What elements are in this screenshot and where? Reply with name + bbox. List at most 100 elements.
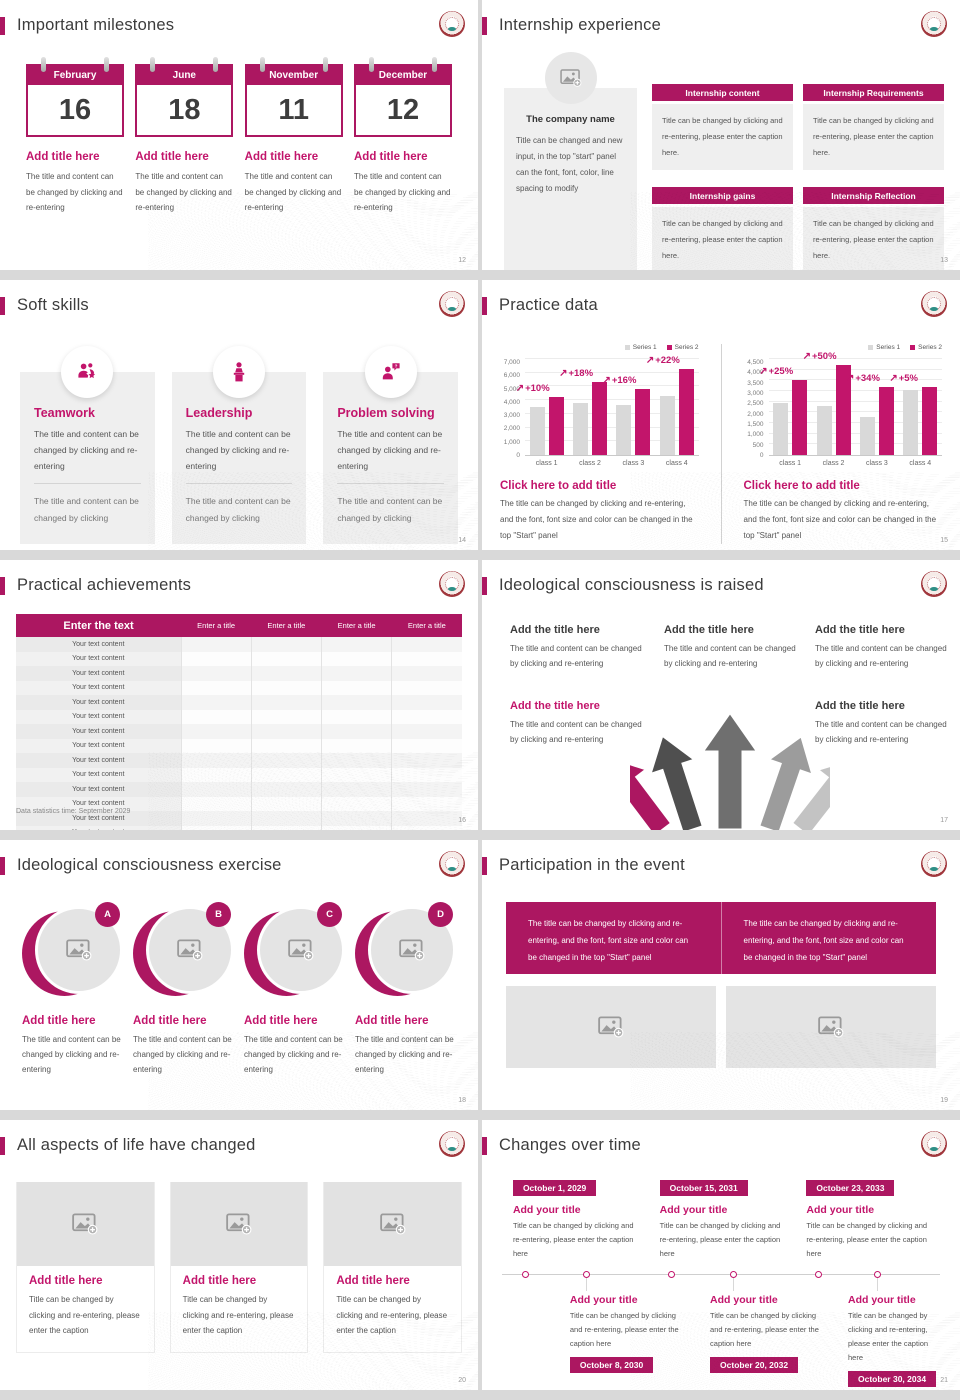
card-text: Title can be changed by clicking and re-… (29, 1295, 140, 1336)
table-header-cell: Enter a title (181, 614, 252, 637)
empty-cell (321, 680, 393, 695)
table-row: Your text content (16, 738, 462, 753)
item-title: Add title here (22, 1015, 96, 1027)
legend-swatch (624, 344, 630, 350)
slide-title: Ideological consciousness exercise (17, 856, 282, 874)
timeline-item-top: October 1, 2029 Add your title Title can… (512, 1178, 636, 1261)
company-description: Title can be changed and new input, in t… (516, 136, 623, 193)
row-label-cell: Your text content (16, 782, 182, 797)
gridline (768, 379, 942, 381)
bar-series-1 (859, 416, 875, 455)
y-tick-label: 2,000 (503, 425, 520, 433)
empty-cell (181, 753, 252, 768)
y-tick-label: 1,000 (747, 431, 764, 439)
row-label-cell: Your text content (16, 709, 182, 724)
card-body: Add title here Title can be changed by c… (324, 1266, 461, 1352)
gridline (768, 432, 942, 434)
empty-cell (391, 651, 462, 666)
empty-cell (391, 666, 462, 681)
skill-body-2: The title and content can be changed by … (337, 496, 443, 523)
date-badge: October 8, 2030 (569, 1356, 654, 1373)
empty-cell (321, 738, 393, 753)
slide-practical-achievements: Practical achievements Enter the text En… (0, 560, 478, 830)
increase-arrow-icon: ↗ (602, 375, 611, 387)
table-row: Your text content (16, 825, 462, 830)
skill-title: Problem solving (337, 406, 435, 420)
empty-cell (181, 811, 252, 826)
timeline-node (521, 1271, 529, 1278)
table-header-main: Enter the text (16, 614, 182, 637)
charts-row: Series 1 Series 2 7,000 6,000 5,000 4,000 3,0… (500, 344, 942, 544)
empty-cell (391, 695, 462, 710)
divider (185, 483, 293, 485)
skills-row: Teamwork The title and content can be ch… (20, 346, 459, 544)
timeline-item-top: October 15, 2031 Add your title Title ca… (659, 1178, 783, 1261)
slide-title: Practice data (499, 296, 598, 314)
gridline (525, 440, 699, 442)
empty-cell (181, 695, 252, 710)
gridline (525, 426, 699, 428)
slide-title: Participation in the event (499, 856, 685, 874)
letter-badge: D (428, 902, 453, 927)
increase-arrow-icon: ↗ (645, 355, 655, 367)
skill-title: Teamwork (34, 406, 95, 420)
image-placeholder-icon (399, 939, 425, 961)
item-body: Title can be changed by clicking and re-… (710, 1311, 819, 1348)
calendar-ring-icon (213, 57, 219, 72)
circle-item: B Add title here The title and content c… (133, 902, 234, 1078)
school-badge-logo (439, 571, 465, 597)
event-images (506, 986, 936, 1068)
bar-group: ↗+50% (803, 352, 851, 455)
slide-title: Changes over time (499, 1136, 641, 1154)
bar-group: ↗+34% (846, 359, 894, 455)
internship-box: Internship gains Title can be changed by… (652, 187, 793, 270)
item-title: Add your title (710, 1294, 778, 1306)
title-accent-bar (482, 1136, 487, 1155)
card-title: Add title here (336, 1275, 410, 1287)
y-tick-label: 500 (752, 441, 764, 449)
skill-title: Leadership (185, 406, 253, 420)
slide-title: All aspects of life have changed (17, 1136, 256, 1154)
calendar-icon: November 11 (244, 57, 343, 137)
y-tick-label: 0 (759, 451, 764, 459)
slide-title-block: Practice data (482, 296, 598, 315)
increase-annotation: ↗+16% (602, 375, 637, 387)
title-accent-bar (482, 576, 487, 595)
empty-cell (181, 767, 252, 782)
row-label-cell: Your text content (16, 825, 182, 830)
y-tick-label: 2,000 (747, 410, 764, 418)
empty-cell (181, 738, 252, 753)
image-placeholder-icon (66, 939, 92, 961)
item-title: Add your title (569, 1294, 638, 1306)
block-title: Add the title here (510, 624, 600, 636)
empty-cell (321, 651, 393, 666)
increase-annotation: ↗+25% (759, 366, 794, 378)
calendar-ring-icon (431, 57, 437, 72)
bar-series-2 (678, 369, 694, 455)
page-number: 13 (940, 257, 948, 264)
table-row: Your text content (16, 767, 462, 782)
empty-cell (391, 782, 462, 797)
y-tick-label: 3,000 (503, 412, 520, 420)
image-placeholder-icon (288, 939, 314, 961)
slide-title-block: Changes over time (482, 1136, 641, 1155)
skill-body-2: The title and content can be changed by … (185, 496, 291, 523)
bar-series-1 (616, 404, 632, 455)
table-row: Your text content (16, 666, 462, 681)
slide-ideological-raised: Ideological consciousness is raised Add … (482, 560, 960, 830)
image-circle: A (22, 902, 123, 1002)
chart-caption-body: The title can be changed by clicking and… (500, 499, 693, 540)
y-tick-label: 6,000 (503, 372, 520, 380)
item-title: Add title here (355, 1015, 429, 1027)
item-body: The title and content can be changed by … (244, 172, 342, 213)
chart-plot: ↗+10% ↗+18% ↗+16% ↗+22% (516, 356, 699, 456)
bar-series-2 (592, 382, 608, 455)
y-tick-label: 4,500 (747, 359, 764, 366)
chart-legend: Series 1 Series 2 (744, 344, 942, 356)
table-header: Enter the text Enter a title Enter a tit… (16, 614, 462, 637)
table-row: Your text content (16, 637, 462, 652)
milestone-item: November 11 Add title here The title and… (244, 57, 343, 216)
item-body: The title and content can be changed by … (353, 172, 451, 213)
title-accent-bar (0, 16, 5, 35)
title-accent-bar (482, 16, 487, 35)
